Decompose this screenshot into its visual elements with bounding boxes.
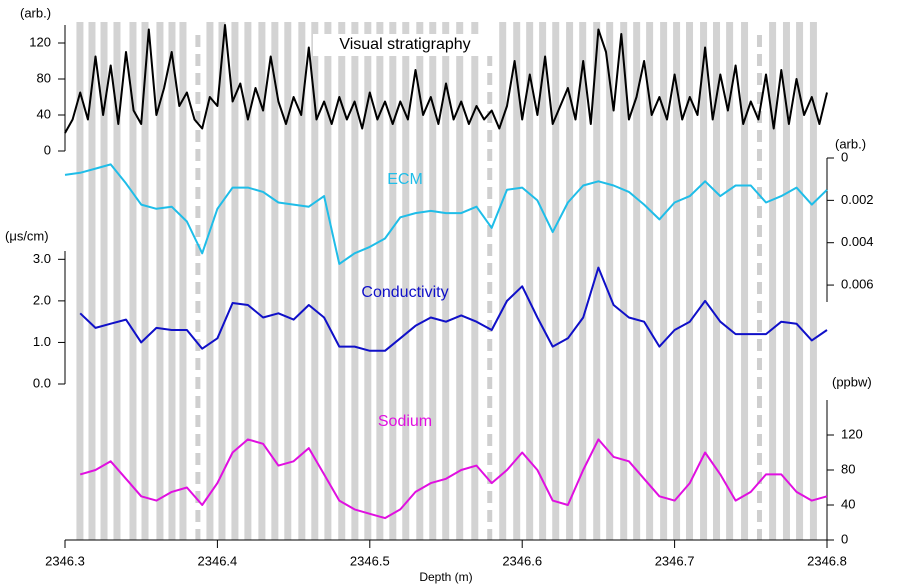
layer-band [539, 22, 547, 540]
layer-band [513, 22, 521, 540]
layer-band [324, 22, 332, 540]
layer-band [700, 22, 708, 540]
layer-band [258, 22, 266, 540]
layer-band [673, 22, 681, 540]
layer-band [244, 22, 252, 540]
series-label: ECM [387, 171, 423, 188]
y-tick-label: 0.006 [841, 276, 874, 291]
layer-band [113, 22, 121, 540]
layer-band [579, 22, 587, 540]
y-tick-label: 1.0 [33, 334, 51, 349]
layer-band [156, 22, 164, 540]
layer-band [726, 22, 734, 540]
y-axis-unit: (μs/cm) [5, 228, 49, 243]
layer-band [284, 22, 292, 540]
x-tick-label: 2346.7 [655, 553, 695, 568]
y-axis-unit: (arb.) [20, 5, 51, 20]
y-tick-label: 3.0 [33, 251, 51, 266]
y-tick-label: 80 [841, 461, 855, 476]
x-tick-label: 2346.3 [45, 553, 85, 568]
layer-bands [76, 22, 817, 540]
layer-band [179, 22, 187, 540]
layer-band [620, 22, 628, 540]
layer-band [231, 22, 239, 540]
y-tick-label: 0.004 [841, 234, 874, 249]
layer-band [633, 22, 641, 540]
layer-band [206, 22, 214, 540]
series-line [64, 163, 828, 265]
layer-band [769, 22, 777, 540]
layer-band [741, 22, 749, 540]
y-tick-label: 120 [29, 34, 51, 49]
layer-band [168, 22, 176, 540]
y-axis-unit: (ppbw) [832, 374, 872, 389]
layer-band [338, 22, 346, 540]
series-line [79, 266, 828, 352]
x-tick-label: 2346.4 [198, 553, 238, 568]
plot: 0 40 80 120 (arb.) Visual stratigraphy 0 0.002 0… [5, 5, 874, 584]
x-tick-label: 2346.6 [502, 553, 542, 568]
y-tick-label: 0 [841, 531, 848, 546]
layer-band [471, 22, 479, 540]
layer-band [76, 22, 84, 540]
layer-band [376, 22, 384, 540]
layer-band [351, 22, 359, 540]
layer-band [141, 22, 149, 540]
layer-band [646, 22, 654, 540]
layer-band [429, 22, 437, 540]
y-tick-label: 80 [37, 70, 51, 85]
series-line [64, 24, 828, 134]
y-tick-label: 40 [841, 496, 855, 511]
layer-band [593, 22, 601, 540]
layer-band [796, 22, 804, 540]
layer-band [606, 22, 614, 540]
series-label: Sodium [378, 413, 432, 430]
layer-band [526, 22, 534, 540]
layer-band [499, 22, 507, 540]
layer-band [389, 22, 397, 540]
y-axis-unit: (arb.) [835, 136, 866, 151]
layer-band [809, 22, 817, 540]
layer-band [713, 22, 721, 540]
layer-band [442, 22, 450, 540]
layer-band [100, 22, 108, 540]
x-tick-label: 2346.8 [807, 553, 847, 568]
layer-band [364, 22, 372, 540]
layer-band [271, 22, 279, 540]
layer-band [416, 22, 424, 540]
y-tick-label: 0.002 [841, 192, 874, 207]
layer-band [552, 22, 560, 540]
x-axis-label: Depth (m) [419, 570, 472, 584]
series-line [79, 438, 828, 520]
layer-band [402, 22, 410, 540]
layer-band [129, 22, 137, 540]
layer-band [456, 22, 464, 540]
x-tick-label: 2346.5 [350, 553, 390, 568]
layer-band [686, 22, 694, 540]
layer-band [88, 22, 96, 540]
y-tick-label: 0.0 [33, 375, 51, 390]
layer-band [782, 22, 790, 540]
y-tick-label: 40 [37, 106, 51, 121]
layer-band [660, 22, 668, 540]
label-background [313, 34, 497, 56]
y-tick-label: 120 [841, 426, 863, 441]
series-label: Conductivity [361, 284, 448, 301]
layer-band [218, 22, 226, 540]
series-label: Visual stratigraphy [339, 36, 470, 53]
layer-band [311, 22, 319, 540]
y-tick-label: 0 [44, 142, 51, 157]
layer-band [298, 22, 306, 540]
y-tick-label: 2.0 [33, 292, 51, 307]
y-tick-label: 0 [841, 149, 848, 164]
layer-band [566, 22, 574, 540]
